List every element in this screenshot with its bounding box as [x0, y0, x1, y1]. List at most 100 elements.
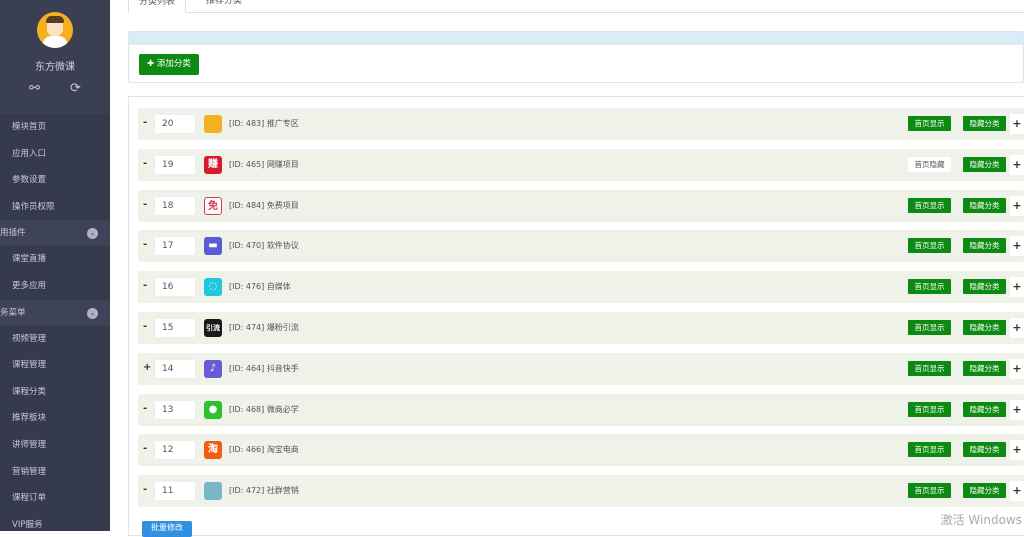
add-subcategory-button[interactable]: +	[1010, 154, 1024, 175]
homepage-toggle-button[interactable]: 首页显示	[908, 360, 951, 376]
hide-category-button[interactable]: 隐藏分类	[963, 156, 1006, 172]
order-input[interactable]: 20	[154, 114, 196, 134]
order-input[interactable]: 13	[154, 399, 196, 420]
menu-section-business[interactable]: 务菜单 ⌄	[0, 299, 110, 326]
hide-category-button[interactable]: 隐藏分类	[963, 320, 1006, 335]
menu-item-module-home[interactable]: 模块首页	[12, 122, 47, 132]
link-icon[interactable]: ⚯	[29, 81, 40, 96]
menu-item-category[interactable]: 课程分类	[12, 386, 47, 397]
category-thumbnail: ▬	[204, 237, 222, 256]
category-label: [ID: 483] 推广专区	[229, 119, 299, 128]
category-row: + 14 ♪ [ID: 464] 抖音快手 首页显示 隐藏分类 +	[138, 352, 1024, 385]
avatar	[37, 12, 73, 48]
add-subcategory-button[interactable]: +	[1010, 195, 1024, 216]
homepage-toggle-button[interactable]: 首页隐藏	[908, 156, 951, 172]
username: 东方微课	[35, 62, 75, 73]
menu-item-teacher[interactable]: 讲师管理	[12, 439, 47, 450]
menu-item-more-apps[interactable]: 更多应用	[12, 280, 47, 291]
menu-item-operator-permissions[interactable]: 操作员权限	[12, 201, 55, 212]
order-input[interactable]: 17	[154, 236, 196, 257]
category-thumbnail: ●	[204, 400, 222, 419]
hide-category-button[interactable]: 隐藏分类	[963, 116, 1006, 131]
plus-icon: ✚	[147, 59, 157, 69]
homepage-toggle-button[interactable]: 首页显示	[908, 279, 951, 295]
menu-item-live[interactable]: 课堂直播	[12, 254, 47, 265]
toggle-children-button[interactable]: -	[143, 157, 148, 169]
add-subcategory-button[interactable]: +	[1010, 481, 1024, 502]
menu-section-plugins[interactable]: 用插件 ⌄	[0, 220, 110, 247]
order-input[interactable]: 19	[154, 154, 196, 175]
menu-item-vip[interactable]: VIP服务	[12, 519, 43, 530]
sidebar: 东方微课 ⚯ ⟳ 模块首页 应用入口 参数设置 操作员权限 用插件 ⌄ 课堂直播 …	[0, 0, 110, 531]
hide-category-button[interactable]: 隐藏分类	[963, 483, 1006, 499]
category-label: [ID: 472] 社群营销	[229, 486, 299, 496]
order-input[interactable]: 14	[154, 358, 196, 379]
toggle-children-button[interactable]: -	[143, 198, 148, 210]
category-row: - 15 引流 [ID: 474] 爆粉引流 首页显示 隐藏分类 +	[138, 312, 1024, 344]
menu-item-app-entry[interactable]: 应用入口	[12, 148, 47, 159]
category-row: - 16 ◌ [ID: 476] 自媒体 首页显示 隐藏分类 +	[138, 271, 1024, 304]
category-row: - 20 [ID: 483] 推广专区 首页显示 隐藏分类 +	[138, 108, 1024, 140]
homepage-toggle-button[interactable]: 首页显示	[908, 483, 951, 499]
toggle-children-button[interactable]: -	[143, 117, 148, 128]
toggle-children-button[interactable]: -	[143, 484, 148, 496]
hide-category-button[interactable]: 隐藏分类	[963, 279, 1006, 295]
add-subcategory-button[interactable]: +	[1010, 440, 1024, 461]
chevron-down-icon[interactable]: ⌄	[87, 228, 98, 240]
category-row: - 12 淘 [ID: 466] 淘宝电商 首页显示 隐藏分类 +	[138, 434, 1024, 467]
homepage-toggle-button[interactable]: 首页显示	[908, 238, 951, 254]
homepage-toggle-button[interactable]: 首页显示	[908, 401, 951, 417]
add-category-button[interactable]: ✚ 添加分类	[139, 54, 199, 75]
section-label: 用插件	[0, 228, 26, 239]
add-subcategory-button[interactable]: +	[1010, 277, 1024, 298]
chevron-down-icon[interactable]: ⌄	[87, 307, 98, 319]
order-input[interactable]: 18	[154, 195, 196, 216]
menu-item-video[interactable]: 视频管理	[12, 333, 47, 344]
toggle-children-button[interactable]: -	[143, 280, 148, 292]
toggle-children-button[interactable]: -	[143, 443, 148, 455]
batch-edit-button[interactable]: 批量修改	[142, 521, 192, 537]
menu-item-marketing[interactable]: 营销管理	[12, 466, 47, 477]
toggle-children-button[interactable]: -	[143, 402, 148, 414]
toolbar-panel: ✚ 添加分类	[128, 31, 1024, 83]
toggle-children-button[interactable]: +	[143, 361, 152, 373]
category-thumbnail: 淘	[204, 441, 222, 460]
add-subcategory-button[interactable]: +	[1010, 318, 1024, 338]
homepage-toggle-button[interactable]: 首页显示	[908, 442, 951, 458]
add-category-label: 添加分类	[156, 59, 191, 69]
order-input[interactable]: 16	[154, 277, 196, 298]
category-row: - 13 ● [ID: 468] 微商必学 首页显示 隐藏分类 +	[138, 393, 1024, 426]
main-content: 分类列表 推荐分类 ✚ 添加分类 - 20 [ID: 483] 推广专区 首页显…	[128, 0, 1024, 536]
hide-category-button[interactable]: 隐藏分类	[963, 360, 1006, 376]
category-row: - 18 免 [ID: 484] 免费项目 首页显示 隐藏分类 +	[138, 189, 1024, 222]
category-thumbnail: 免	[204, 196, 222, 215]
category-label: [ID: 468] 微商必学	[229, 404, 299, 414]
hide-category-button[interactable]: 隐藏分类	[963, 401, 1006, 417]
order-input[interactable]: 11	[154, 481, 196, 502]
toggle-children-button[interactable]: -	[143, 321, 148, 332]
category-label: [ID: 465] 网赚项目	[229, 159, 299, 169]
add-subcategory-button[interactable]: +	[1010, 399, 1024, 420]
section-label: 务菜单	[0, 307, 26, 318]
category-thumbnail	[204, 482, 222, 501]
add-subcategory-button[interactable]: +	[1010, 236, 1024, 257]
menu-item-course[interactable]: 课程管理	[12, 360, 47, 371]
tab-category-list[interactable]: 分类列表	[128, 0, 187, 13]
menu-item-settings[interactable]: 参数设置	[12, 175, 47, 186]
hide-category-button[interactable]: 隐藏分类	[963, 197, 1006, 213]
order-input[interactable]: 15	[154, 318, 196, 338]
homepage-toggle-button[interactable]: 首页显示	[908, 197, 951, 213]
menu-item-orders[interactable]: 课程订单	[12, 493, 47, 504]
add-subcategory-button[interactable]: +	[1010, 114, 1024, 134]
toggle-children-button[interactable]: -	[143, 239, 148, 251]
homepage-toggle-button[interactable]: 首页显示	[908, 116, 951, 131]
hide-category-button[interactable]: 隐藏分类	[963, 238, 1006, 254]
category-thumbnail: ♪	[204, 359, 222, 378]
menu-item-recommend[interactable]: 推荐板块	[12, 413, 47, 424]
order-input[interactable]: 12	[154, 440, 196, 461]
hide-category-button[interactable]: 隐藏分类	[963, 442, 1006, 458]
refresh-icon[interactable]: ⟳	[70, 81, 81, 96]
add-subcategory-button[interactable]: +	[1010, 358, 1024, 379]
homepage-toggle-button[interactable]: 首页显示	[908, 320, 951, 335]
tab-recommend-category[interactable]: 推荐分类	[206, 0, 243, 6]
